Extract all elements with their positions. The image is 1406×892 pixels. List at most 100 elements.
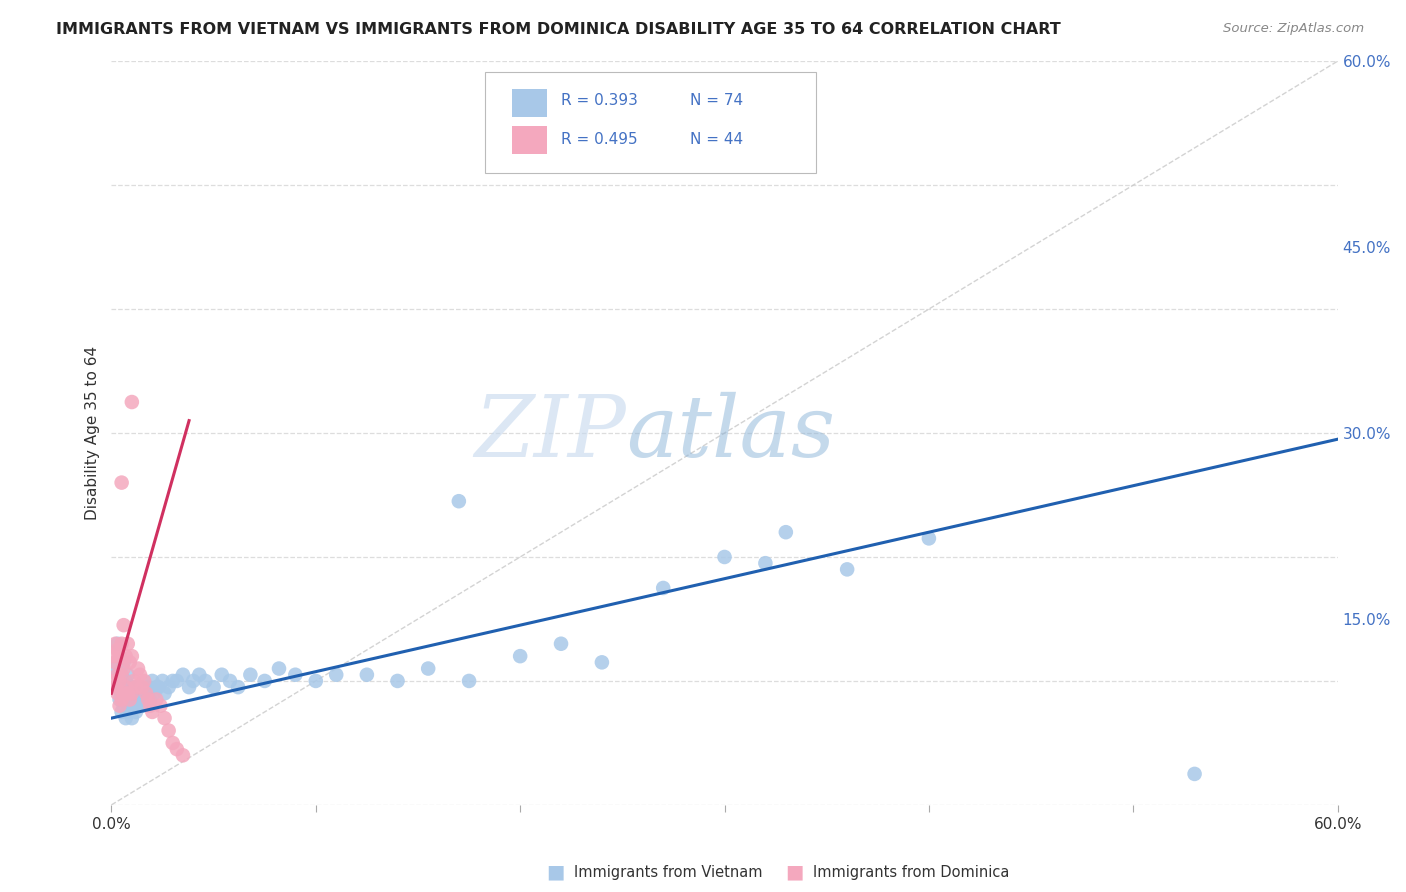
Point (117, 705, 139, 719)
Point (114, 711, 136, 725)
Text: Source: ZipAtlas.com: Source: ZipAtlas.com (1223, 22, 1364, 36)
Point (118, 680, 141, 694)
Point (121, 692, 143, 706)
Point (111, 692, 134, 706)
Point (131, 698, 153, 713)
Point (129, 692, 152, 706)
Point (162, 673, 184, 688)
Point (591, 656, 613, 670)
Point (1184, 767, 1206, 781)
Point (104, 680, 127, 694)
Text: ZIP: ZIP (475, 392, 627, 475)
Point (135, 686, 157, 700)
Point (107, 686, 129, 700)
Point (226, 680, 249, 694)
Point (127, 680, 149, 694)
Point (141, 673, 163, 688)
Point (166, 673, 188, 688)
Point (509, 649, 531, 664)
Point (132, 673, 155, 688)
Point (181, 673, 204, 688)
Point (121, 711, 143, 725)
Point (122, 680, 145, 694)
Text: IMMIGRANTS FROM VIETNAM VS IMMIGRANTS FROM DOMINICA DISABILITY AGE 35 TO 64 CORR: IMMIGRANTS FROM VIETNAM VS IMMIGRANTS FR… (56, 22, 1062, 37)
Text: ■: ■ (785, 863, 804, 882)
Text: Immigrants from Dominica: Immigrants from Dominica (813, 865, 1010, 880)
Point (148, 680, 170, 694)
Point (111, 705, 134, 719)
Point (127, 661, 149, 675)
Text: N = 74: N = 74 (690, 93, 744, 108)
Point (112, 686, 135, 700)
Point (325, 667, 347, 681)
Point (149, 698, 172, 713)
Point (104, 656, 127, 670)
Text: Immigrants from Vietnam: Immigrants from Vietnam (574, 865, 762, 880)
Text: R = 0.393: R = 0.393 (561, 93, 638, 108)
Point (135, 692, 157, 706)
Point (239, 667, 262, 681)
Point (136, 680, 159, 694)
Text: ■: ■ (546, 863, 565, 882)
Point (141, 705, 163, 719)
Point (108, 673, 131, 688)
Point (305, 673, 328, 688)
Point (107, 637, 129, 651)
Point (112, 698, 135, 713)
Point (356, 667, 378, 681)
Point (143, 686, 166, 700)
Point (111, 637, 134, 651)
Point (775, 525, 797, 540)
Point (111, 475, 134, 490)
Point (713, 549, 735, 564)
Point (267, 661, 290, 675)
Point (118, 692, 141, 706)
Point (121, 649, 143, 664)
Text: atlas: atlas (627, 392, 835, 475)
Point (122, 673, 145, 688)
Point (127, 698, 149, 713)
Point (117, 637, 139, 651)
Point (550, 637, 572, 651)
Point (284, 667, 307, 681)
Point (194, 673, 217, 688)
Point (139, 692, 162, 706)
Text: R = 0.495: R = 0.495 (561, 132, 638, 147)
Point (107, 643, 129, 657)
Point (754, 556, 776, 570)
Point (108, 698, 131, 713)
Point (145, 680, 167, 694)
Point (118, 656, 141, 670)
Point (111, 686, 134, 700)
Point (107, 680, 129, 694)
Point (172, 667, 194, 681)
Point (652, 581, 675, 595)
Point (172, 748, 194, 763)
FancyBboxPatch shape (512, 126, 547, 154)
Point (458, 673, 481, 688)
Point (188, 667, 211, 681)
Point (112, 618, 135, 632)
Point (111, 667, 134, 681)
Point (152, 673, 174, 688)
Point (117, 686, 139, 700)
Point (103, 673, 125, 688)
Point (103, 649, 125, 664)
Point (125, 686, 148, 700)
Point (837, 562, 859, 576)
Point (447, 494, 470, 508)
Y-axis label: Disability Age 35 to 64: Disability Age 35 to 64 (86, 346, 100, 520)
FancyBboxPatch shape (485, 72, 817, 173)
Point (121, 395, 143, 409)
Point (114, 692, 136, 706)
Point (132, 686, 155, 700)
Point (162, 736, 184, 750)
Point (122, 698, 145, 713)
Point (112, 680, 135, 694)
Point (145, 692, 167, 706)
Point (918, 532, 941, 546)
Point (104, 661, 127, 675)
Point (114, 673, 136, 688)
Point (253, 673, 276, 688)
Point (114, 649, 136, 664)
